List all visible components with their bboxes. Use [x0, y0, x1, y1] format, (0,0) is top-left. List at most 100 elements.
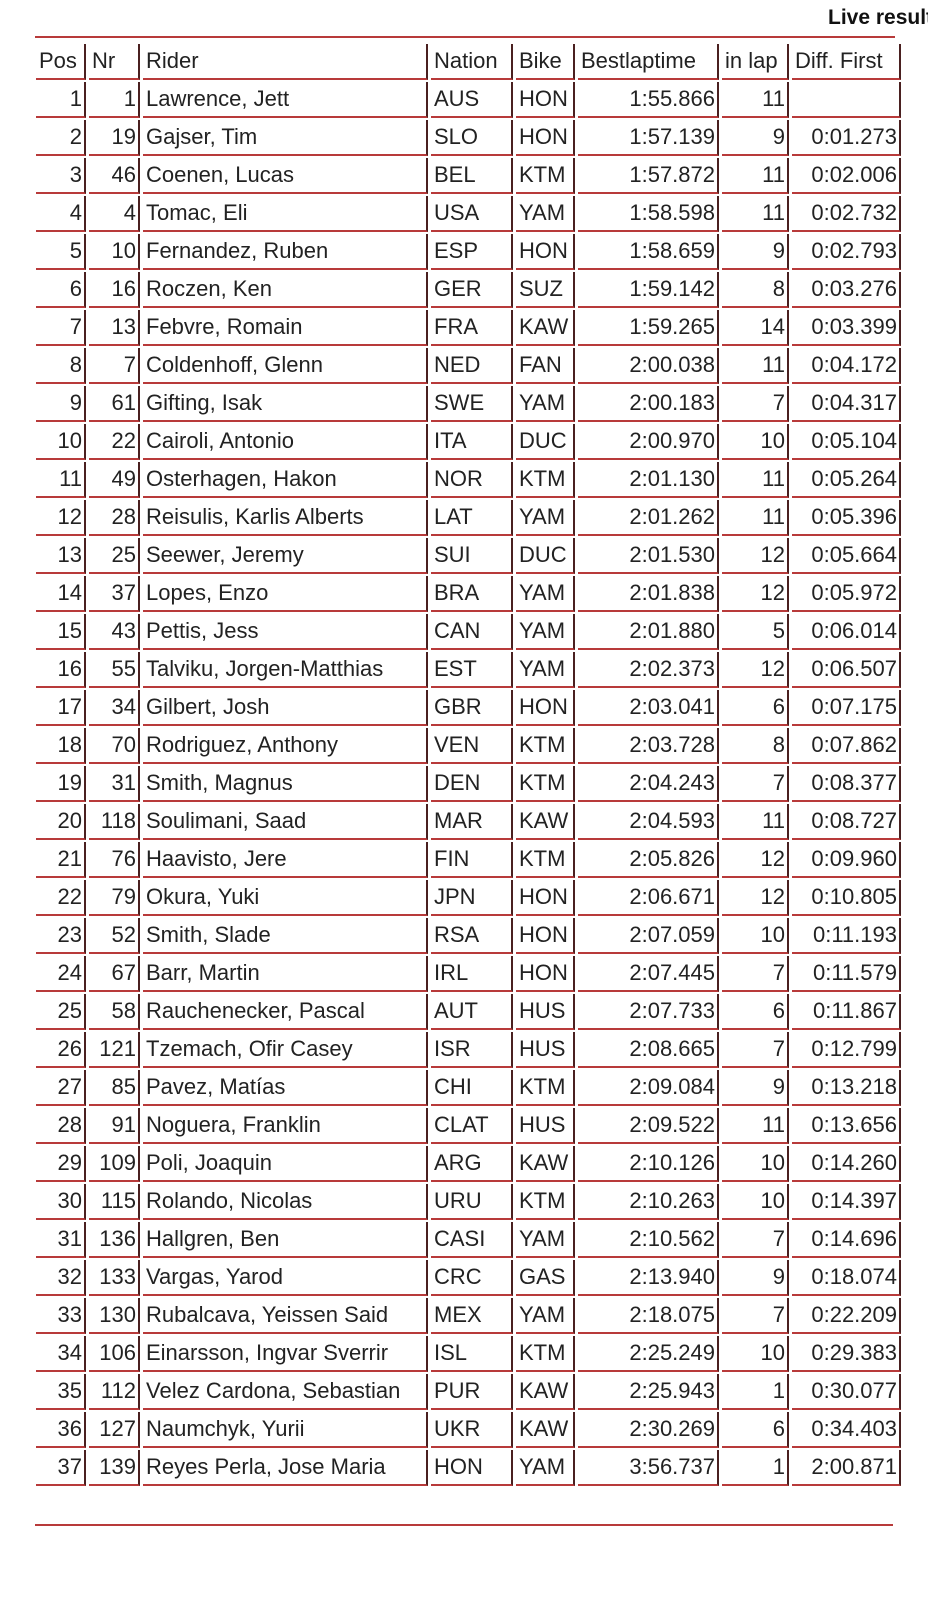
cell-bestlaptime: 2:00.970 [578, 424, 719, 460]
cell-nation: EST [431, 652, 513, 688]
table-row[interactable]: 30 115 Rolando, Nicolas URU KTM 2:10.263 10 0:1… [36, 1184, 901, 1220]
table-row[interactable]: 29 109 Poli, Joaquin ARG KAW 2:10.126 10 0:14.2… [36, 1146, 901, 1182]
cell-in-lap: 11 [722, 804, 789, 840]
column-header-nr[interactable]: Nr [89, 44, 140, 80]
table-row[interactable]: 15 43 Pettis, Jess CAN YAM 2:01.880 5 0:06.014 [36, 614, 901, 650]
table-row[interactable]: 35 112 Velez Cardona, Sebastian PUR KAW 2:25.… [36, 1374, 901, 1410]
column-header-rider[interactable]: Rider [143, 44, 428, 80]
table-row[interactable]: 34 106 Einarsson, Ingvar Sverrir ISL KTM 2:25… [36, 1336, 901, 1372]
cell-nr: 49 [89, 462, 140, 498]
table-row[interactable]: 27 85 Pavez, Matías CHI KTM 2:09.084 9 0:13.218 [36, 1070, 901, 1106]
table-row[interactable]: 9 61 Gifting, Isak SWE YAM 2:00.183 7 0:04.317 [36, 386, 901, 422]
table-row[interactable]: 24 67 Barr, Martin IRL HON 2:07.445 7 0:11.579 [36, 956, 901, 992]
cell-rider: Reisulis, Karlis Alberts [143, 500, 428, 536]
cell-in-lap: 10 [722, 1184, 789, 1220]
cell-rider: Gajser, Tim [143, 120, 428, 156]
cell-pos: 22 [36, 880, 86, 916]
cell-rider: Seewer, Jeremy [143, 538, 428, 574]
column-header-bestlaptime[interactable]: Bestlaptime [578, 44, 719, 80]
cell-nr: 76 [89, 842, 140, 878]
column-header-nation[interactable]: Nation [431, 44, 513, 80]
cell-nr: 139 [89, 1450, 140, 1486]
cell-diff-first: 0:11.579 [792, 956, 901, 992]
cell-rider: Soulimani, Saad [143, 804, 428, 840]
cell-nr: 4 [89, 196, 140, 232]
table-row[interactable]: 12 28 Reisulis, Karlis Alberts LAT YAM 2:01.2… [36, 500, 901, 536]
cell-bestlaptime: 2:01.262 [578, 500, 719, 536]
table-row[interactable]: 25 58 Rauchenecker, Pascal AUT HUS 2:07.733 6 0… [36, 994, 901, 1030]
cell-bike: YAM [516, 500, 575, 536]
column-header-diff-first[interactable]: Diff. First [792, 44, 901, 80]
cell-nation: ITA [431, 424, 513, 460]
cell-rider: Vargas, Yarod [143, 1260, 428, 1296]
table-row[interactable]: 13 25 Seewer, Jeremy SUI DUC 2:01.530 12 0:05.6… [36, 538, 901, 574]
cell-rider: Fernandez, Ruben [143, 234, 428, 270]
table-row[interactable]: 7 13 Febvre, Romain FRA KAW 1:59.265 14 0:03.39… [36, 310, 901, 346]
table-row[interactable]: 21 76 Haavisto, Jere FIN KTM 2:05.826 12 0:09.9… [36, 842, 901, 878]
cell-bestlaptime: 2:03.041 [578, 690, 719, 726]
cell-bestlaptime: 3:56.737 [578, 1450, 719, 1486]
table-row[interactable]: 8 7 Coldenhoff, Glenn NED FAN 2:00.038 11 0:04.… [36, 348, 901, 384]
table-row[interactable]: 31 136 Hallgren, Ben CASI YAM 2:10.562 7 0:14.6… [36, 1222, 901, 1258]
cell-pos: 25 [36, 994, 86, 1030]
cell-rider: Naumchyk, Yurii [143, 1412, 428, 1448]
column-header-bike[interactable]: Bike [516, 44, 575, 80]
table-row[interactable]: 26 121 Tzemach, Ofir Casey ISR HUS 2:08.665 7 0… [36, 1032, 901, 1068]
column-header-pos[interactable]: Pos [36, 44, 86, 80]
cell-in-lap: 11 [722, 1108, 789, 1144]
cell-diff-first: 0:01.273 [792, 120, 901, 156]
cell-bestlaptime: 2:06.671 [578, 880, 719, 916]
table-row[interactable]: 14 37 Lopes, Enzo BRA YAM 2:01.838 12 0:05.972 [36, 576, 901, 612]
cell-in-lap: 7 [722, 1298, 789, 1334]
table-row[interactable]: 20 118 Soulimani, Saad MAR KAW 2:04.593 11 0:08… [36, 804, 901, 840]
column-header-in-lap[interactable]: in lap [722, 44, 789, 80]
table-row[interactable]: 6 16 Roczen, Ken GER SUZ 1:59.142 8 0:03.276 [36, 272, 901, 308]
cell-bike: YAM [516, 1222, 575, 1258]
table-row[interactable]: 5 10 Fernandez, Ruben ESP HON 1:58.659 9 0:02.7… [36, 234, 901, 270]
cell-in-lap: 11 [722, 196, 789, 232]
cell-bestlaptime: 1:59.265 [578, 310, 719, 346]
table-row[interactable]: 11 49 Osterhagen, Hakon NOR KTM 2:01.130 11 0:0… [36, 462, 901, 498]
cell-in-lap: 6 [722, 690, 789, 726]
table-row[interactable]: 17 34 Gilbert, Josh GBR HON 2:03.041 6 0:07.175 [36, 690, 901, 726]
table-row[interactable]: 10 22 Cairoli, Antonio ITA DUC 2:00.970 10 0:05… [36, 424, 901, 460]
table-row[interactable]: 2 19 Gajser, Tim SLO HON 1:57.139 9 0:01.273 [36, 120, 901, 156]
cell-bike: HON [516, 956, 575, 992]
table-row[interactable]: 22 79 Okura, Yuki JPN HON 2:06.671 12 0:10.805 [36, 880, 901, 916]
table-row[interactable]: 19 31 Smith, Magnus DEN KTM 2:04.243 7 0:08.377 [36, 766, 901, 802]
cell-bestlaptime: 2:07.059 [578, 918, 719, 954]
cell-nr: 121 [89, 1032, 140, 1068]
table-row[interactable]: 28 91 Noguera, Franklin CLAT HUS 2:09.522 11 0:… [36, 1108, 901, 1144]
cell-bike: YAM [516, 1450, 575, 1486]
cell-in-lap: 11 [722, 348, 789, 384]
cell-nr: 55 [89, 652, 140, 688]
cell-rider: Coldenhoff, Glenn [143, 348, 428, 384]
cell-nr: 28 [89, 500, 140, 536]
table-row[interactable]: 1 1 Lawrence, Jett AUS HON 1:55.866 11 [36, 82, 901, 118]
cell-bestlaptime: 2:00.038 [578, 348, 719, 384]
cell-nation: AUS [431, 82, 513, 118]
cell-bike: YAM [516, 652, 575, 688]
cell-in-lap: 6 [722, 994, 789, 1030]
table-row[interactable]: 33 130 Rubalcava, Yeissen Said MEX YAM 2:18.0… [36, 1298, 901, 1334]
cell-bike: HON [516, 690, 575, 726]
cell-bike: HON [516, 234, 575, 270]
table-row[interactable]: 32 133 Vargas, Yarod CRC GAS 2:13.940 9 0:18.07… [36, 1260, 901, 1296]
cell-bestlaptime: 2:07.445 [578, 956, 719, 992]
table-row[interactable]: 18 70 Rodriguez, Anthony VEN KTM 2:03.728 8 0:0… [36, 728, 901, 764]
cell-diff-first: 0:04.172 [792, 348, 901, 384]
cell-nr: 52 [89, 918, 140, 954]
cell-pos: 32 [36, 1260, 86, 1296]
table-row[interactable]: 16 55 Talviku, Jorgen-Matthias EST YAM 2:02.3… [36, 652, 901, 688]
table-row[interactable]: 36 127 Naumchyk, Yurii UKR KAW 2:30.269 6 0:34.… [36, 1412, 901, 1448]
cell-diff-first: 0:05.664 [792, 538, 901, 574]
cell-diff-first: 0:09.960 [792, 842, 901, 878]
cell-nr: 22 [89, 424, 140, 460]
cell-bike: KAW [516, 804, 575, 840]
table-row[interactable]: 37 139 Reyes Perla, Jose Maria HON YAM 3:56.7… [36, 1450, 901, 1486]
cell-in-lap: 8 [722, 272, 789, 308]
table-row[interactable]: 23 52 Smith, Slade RSA HON 2:07.059 10 0:11.193 [36, 918, 901, 954]
table-row[interactable]: 3 46 Coenen, Lucas BEL KTM 1:57.872 11 0:02.006 [36, 158, 901, 194]
table-row[interactable]: 4 4 Tomac, Eli USA YAM 1:58.598 11 0:02.732 [36, 196, 901, 232]
cell-bestlaptime: 2:07.733 [578, 994, 719, 1030]
